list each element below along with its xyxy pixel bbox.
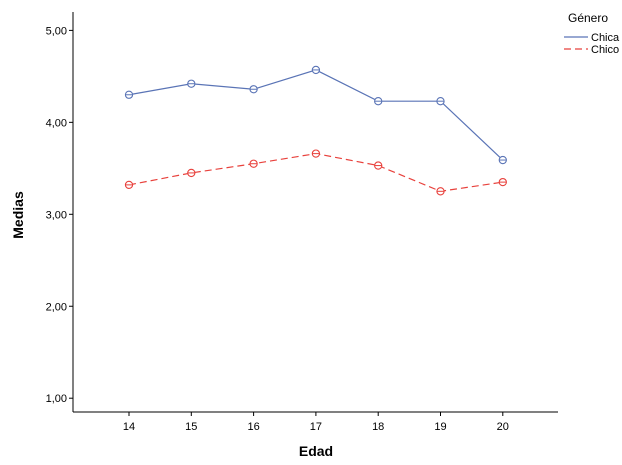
x-tick-label: 17 — [310, 421, 322, 433]
x-tick-label: 19 — [434, 421, 446, 433]
y-tick-label: 1,00 — [46, 393, 67, 405]
legend-title: Género — [568, 11, 608, 25]
x-tick-label: 18 — [372, 421, 384, 433]
x-tick-label: 20 — [497, 421, 509, 433]
series-line-chica — [128, 69, 504, 161]
x-axis-title: Edad — [299, 443, 333, 459]
x-tick-label: 14 — [123, 421, 135, 433]
legend-label-chica: Chica — [591, 32, 620, 44]
series-line-chico — [128, 152, 503, 192]
y-tick-label: 5,00 — [46, 25, 67, 37]
legend-label-chico: Chico — [591, 44, 619, 56]
y-tick-label: 4,00 — [46, 117, 67, 129]
tick-group: 1,00 2,00 3,00 4,00 5,00 14 15 16 17 18 19 20 — [46, 25, 509, 433]
y-axis-title: Medias — [10, 191, 26, 239]
x-tick-label: 16 — [247, 421, 259, 433]
x-tick-label: 15 — [185, 421, 197, 433]
y-tick-label: 2,00 — [46, 301, 67, 313]
series-group — [124, 65, 507, 196]
y-tick-label: 3,00 — [46, 209, 67, 221]
